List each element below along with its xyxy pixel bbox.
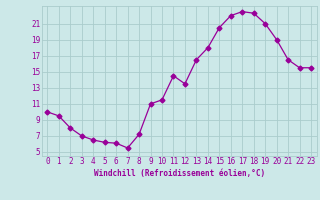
X-axis label: Windchill (Refroidissement éolien,°C): Windchill (Refroidissement éolien,°C): [94, 169, 265, 178]
